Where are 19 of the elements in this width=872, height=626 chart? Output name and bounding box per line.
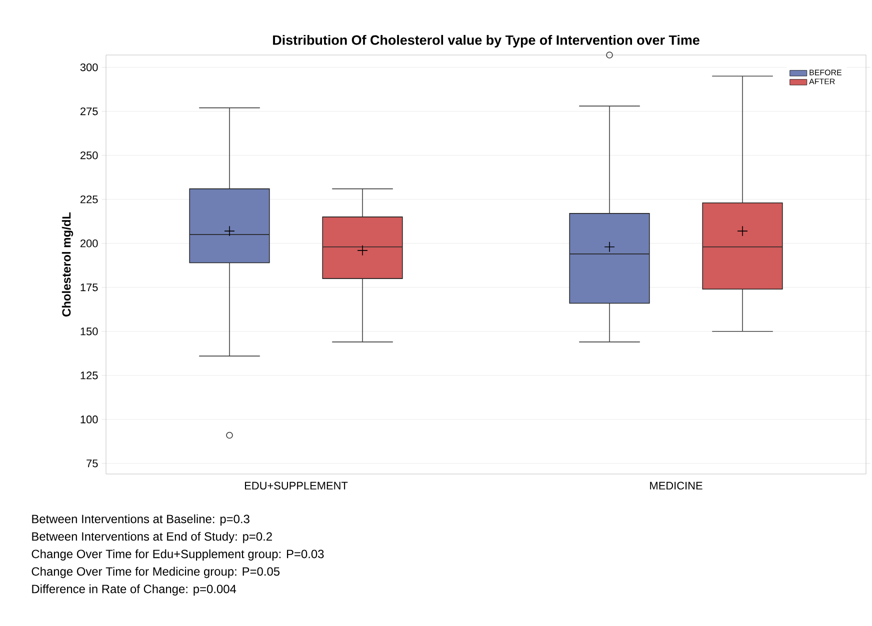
y-tick-label: 150	[80, 328, 98, 336]
y-axis-title: Cholesterol mg/dL	[62, 212, 74, 316]
y-tick-label: 75	[86, 460, 98, 468]
y-tick-label: 250	[80, 151, 98, 160]
chart-title: Distribution Of Cholesterol value by Type of Intervention over Time	[273, 34, 700, 48]
y-tick-label: 300	[80, 63, 98, 72]
text: Difference in Rate of Change: p=0.004	[32, 584, 236, 596]
text: Change Over Time for Medicine group: P=0.05	[32, 566, 280, 578]
y-tick-label: 200	[80, 240, 98, 248]
y-tick-label: 175	[80, 284, 98, 292]
text: Between Interventions at End of Study: p=0.2	[32, 532, 272, 544]
y-tick-label: 225	[80, 195, 98, 204]
text: Between Interventions at Baseline: p=0.3	[32, 514, 250, 526]
x-tick-label: MEDICINE	[650, 482, 702, 490]
y-tick-label: 100	[80, 416, 98, 424]
text: Change Over Time for Edu+Supplement group: P=0.03	[32, 549, 324, 561]
x-tick-label: EDU+SUPPLEMENT	[244, 482, 348, 490]
y-tick-label: 125	[80, 372, 98, 380]
y-tick-label: 275	[80, 107, 98, 116]
